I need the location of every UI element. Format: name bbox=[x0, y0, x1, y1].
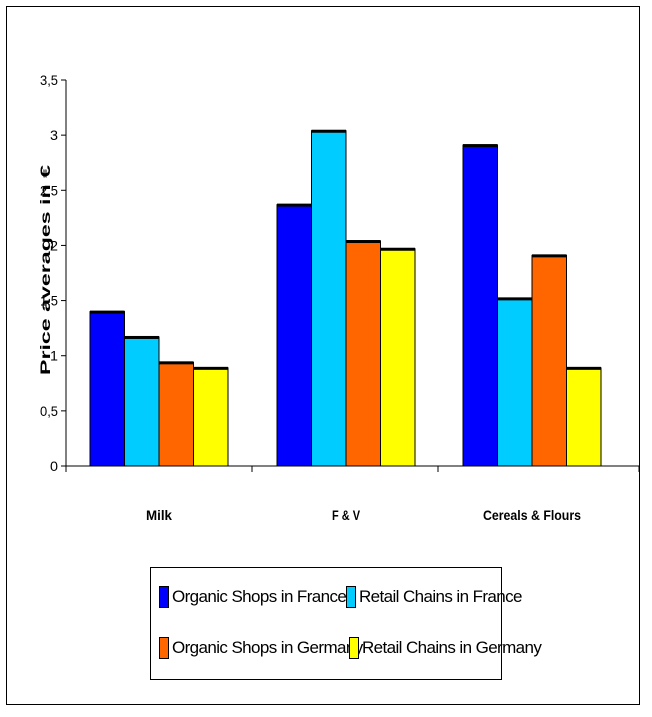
y-tick-label: 2,5 bbox=[40, 182, 58, 198]
y-axis-title: Price averages in € bbox=[37, 165, 53, 375]
bar-top-edge bbox=[380, 247, 415, 251]
bar-body bbox=[276, 204, 312, 467]
bar-body bbox=[566, 367, 602, 467]
bar-body bbox=[345, 240, 381, 467]
bar-top-edge bbox=[532, 254, 567, 258]
bar-top-edge bbox=[124, 335, 159, 339]
y-tick-label: 3 bbox=[50, 127, 58, 143]
y-tick-label: 2 bbox=[50, 237, 58, 253]
bar-1-1 bbox=[89, 310, 125, 467]
legend-swatch bbox=[349, 637, 359, 659]
y-tick-label: 1,5 bbox=[40, 293, 58, 309]
bar-body bbox=[462, 144, 498, 467]
bar-4-1 bbox=[193, 366, 229, 467]
bar-top-edge bbox=[497, 297, 532, 301]
bar-body bbox=[311, 130, 347, 467]
y-tick-label: 3,5 bbox=[40, 72, 58, 88]
bar-top-edge bbox=[159, 361, 194, 365]
axes-layer: 0 0,5 1 1,5 2 2,5 3 3,5 Milk F & V Cereals & Flour… bbox=[40, 72, 640, 523]
legend-swatch bbox=[159, 637, 169, 659]
legend-label: Organic Shops in France bbox=[172, 587, 347, 606]
bar-3-3 bbox=[531, 254, 567, 467]
legend-item-organic-shops-france: Organic Shops in France bbox=[159, 584, 347, 610]
bar-1-3 bbox=[462, 144, 498, 467]
bar-body bbox=[193, 367, 229, 467]
legend-swatch bbox=[346, 586, 356, 608]
category-label: Milk bbox=[146, 507, 172, 523]
legend-item-retail-chains-france: Retail Chains in France bbox=[346, 584, 523, 610]
bar-3-1 bbox=[158, 361, 194, 467]
bar-top-edge bbox=[463, 144, 498, 148]
bar-2-1 bbox=[124, 335, 160, 467]
chart-frame bbox=[6, 6, 640, 705]
bar-body bbox=[124, 336, 160, 467]
bar-body bbox=[380, 248, 416, 467]
legend: Organic Shops in France Retail Chains in… bbox=[150, 567, 542, 680]
bar-top-edge bbox=[277, 203, 312, 207]
bar-1-2 bbox=[276, 203, 312, 467]
bar-top-edge bbox=[311, 129, 346, 133]
legend-item-retail-chains-germany: Retail Chains in Germany bbox=[349, 635, 542, 661]
bar-top-edge bbox=[346, 240, 381, 244]
y-tick-label: 0 bbox=[50, 458, 58, 474]
bar-top-edge bbox=[193, 366, 228, 370]
y-tick-label: 1 bbox=[50, 348, 58, 364]
bar-2-3 bbox=[497, 297, 533, 467]
legend-swatch bbox=[159, 586, 169, 608]
legend-label: Organic Shops in Germany bbox=[172, 638, 363, 657]
bar-4-3 bbox=[566, 366, 602, 467]
bar-body bbox=[89, 311, 125, 467]
bars-layer bbox=[89, 129, 602, 467]
legend-item-organic-shops-germany: Organic Shops in Germany bbox=[159, 635, 363, 661]
bar-top-edge bbox=[90, 310, 125, 314]
y-tick-label: 0,5 bbox=[40, 403, 58, 419]
bar-body bbox=[158, 361, 194, 467]
bar-top-edge bbox=[566, 366, 601, 370]
bar-3-2 bbox=[345, 240, 381, 467]
category-label: Cereals & Flours bbox=[483, 507, 581, 523]
bar-4-2 bbox=[380, 247, 416, 467]
category-label: F & V bbox=[332, 507, 361, 523]
bar-body bbox=[497, 297, 533, 467]
bar-body bbox=[531, 254, 567, 467]
legend-label: Retail Chains in France bbox=[359, 587, 523, 606]
legend-label: Retail Chains in Germany bbox=[362, 638, 542, 657]
bar-2-2 bbox=[311, 129, 347, 467]
